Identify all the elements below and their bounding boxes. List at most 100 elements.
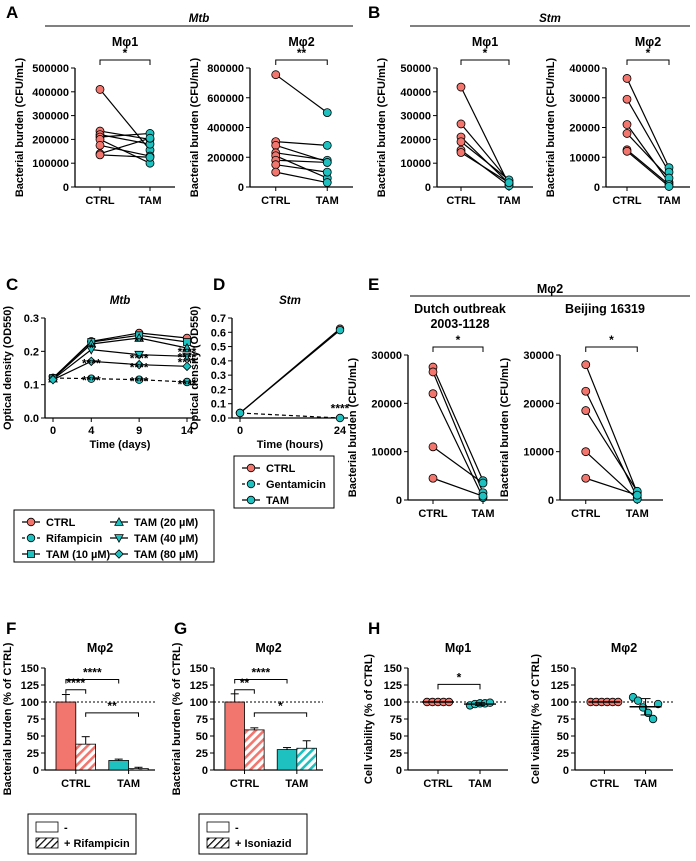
C-series-line [52, 349, 188, 380]
G-xtick-label: TAM [285, 778, 308, 790]
G-ytick-label: 75 [196, 714, 208, 726]
C-annotation: **** [178, 356, 197, 370]
D-ytick-label: 0.5 [211, 342, 226, 354]
D-xtick-label: 24 [334, 425, 347, 437]
A2-pair-line [275, 141, 328, 146]
A2-pair-line [275, 155, 328, 179]
E2-ctrl-point [581, 360, 591, 370]
header-macrophage-e: Mφ2 [537, 282, 563, 296]
panel-label-e: E [368, 275, 379, 294]
D-ytick-label: 0.7 [211, 313, 226, 325]
E2-tam-point [632, 490, 642, 500]
legend-d-marker [246, 463, 256, 473]
legend-c-marker [26, 517, 36, 527]
legend-d-label: CTRL [266, 463, 296, 475]
A1-ctrl-point [95, 150, 105, 160]
B1-ytick-label: 20000 [400, 134, 431, 146]
B2-ytick-label: 40000 [569, 63, 600, 75]
B1-ytick-label: 50000 [400, 63, 431, 75]
H1-ytick-label: 100 [384, 697, 402, 709]
G-title: Mφ2 [255, 641, 281, 655]
F-sig-label: **** [83, 666, 102, 680]
C-title: Mtb [110, 295, 130, 307]
panel-label-h: H [368, 619, 380, 638]
A1-ctrl-point [95, 140, 105, 150]
H2-ytick-label: 150 [551, 663, 569, 675]
legend-c-label: CTRL [46, 517, 76, 529]
E2-pair-line [585, 364, 638, 493]
H1-ytick-label: 75 [390, 714, 402, 726]
E2-ctrl-point [581, 473, 591, 483]
B1-pair-line [460, 151, 510, 184]
B1-ctrl-point [456, 82, 466, 92]
G-bar [244, 729, 265, 771]
H1-sig-bracket [437, 683, 481, 690]
B1-sig-bracket [460, 59, 510, 65]
G-sig-bracket [234, 689, 255, 694]
F-sig-bracket [65, 679, 120, 684]
B1-xtick-label: CTRL [446, 195, 476, 207]
E2-ytick-label: 30000 [523, 350, 554, 362]
panel-label-c: C [6, 275, 18, 294]
C-annotation: **** [130, 352, 149, 366]
C-series-point [182, 377, 192, 387]
B2-sig-label: * [646, 46, 651, 60]
H1-xtick-label: CTRL [423, 778, 453, 790]
A1-ctrl-point [95, 85, 105, 94]
C-ytick-label: 0.1 [24, 380, 39, 392]
B2-ctrl-point [622, 74, 632, 83]
D-series-point [335, 325, 345, 335]
E1-xtick-label: TAM [471, 508, 494, 520]
D-ytick-label: 0.0 [211, 413, 226, 425]
A1-tam-point [145, 133, 155, 143]
A2-ytick-label: 400000 [207, 123, 244, 135]
H2-ytick-label: 25 [557, 748, 569, 760]
C-xtick-label: 0 [50, 425, 56, 437]
A1-pair-line [99, 137, 151, 155]
A2-sig-bracket [275, 59, 328, 65]
B2-pair-line [626, 124, 670, 183]
D-xtick-label: 0 [237, 425, 243, 437]
C-x-label: Time (days) [90, 439, 151, 451]
A2-title: Mφ2 [288, 35, 314, 49]
A2-ctrl-point [271, 167, 281, 177]
E1-ytick-label: 30000 [371, 350, 402, 362]
E2-sig-label: * [609, 333, 614, 347]
C-series-line [52, 334, 188, 379]
B1-ctrl-point [456, 137, 466, 147]
E2-y-label: Bacterial burden (CFU/mL) [499, 357, 511, 497]
F-ytick-label: 150 [21, 663, 39, 675]
E2-ctrl-point [581, 386, 591, 396]
A1-ytick-label: 200000 [32, 134, 69, 146]
H2-ytick-label: 125 [551, 680, 569, 692]
C-annotation: **** [82, 356, 101, 370]
header-pathogen-b: Stm [539, 13, 561, 25]
E1-ctrl-point [428, 389, 438, 399]
D-y-label: Optical density (OD550) [189, 306, 201, 430]
legend-f-label: - [64, 822, 68, 834]
C-ytick-label: 0.2 [24, 346, 39, 358]
H1-ytick-label: 150 [384, 663, 402, 675]
E1-ctrl-point [428, 442, 438, 452]
E2-ytick-label: 10000 [523, 447, 554, 459]
C-annotation: **** [178, 377, 197, 391]
A2-ctrl-point [271, 140, 281, 150]
B1-title: Mφ1 [472, 35, 498, 49]
legend-c-label: TAM (20 µM) [134, 517, 199, 529]
F-ytick-label: 25 [27, 748, 39, 760]
C-series-point [87, 374, 96, 383]
A2-ytick-label: 800000 [207, 63, 244, 75]
B1-ytick-label: 30000 [400, 111, 431, 123]
legend-f-swatch [35, 837, 59, 849]
G-ytick-label: 125 [190, 680, 208, 692]
A1-pair-line [99, 144, 151, 157]
H1-ytick-label: 50 [390, 731, 402, 743]
G-sig-bracket [234, 679, 288, 684]
D-ytick-label: 0.3 [211, 370, 226, 382]
G-ytick-label: 25 [196, 748, 208, 760]
A2-y-label: Bacterial burden (CFU/mL) [189, 57, 201, 197]
C-series-line [52, 377, 188, 383]
B2-ctrl-point [622, 129, 632, 138]
legend-c-label: Rifampicin [46, 533, 103, 545]
